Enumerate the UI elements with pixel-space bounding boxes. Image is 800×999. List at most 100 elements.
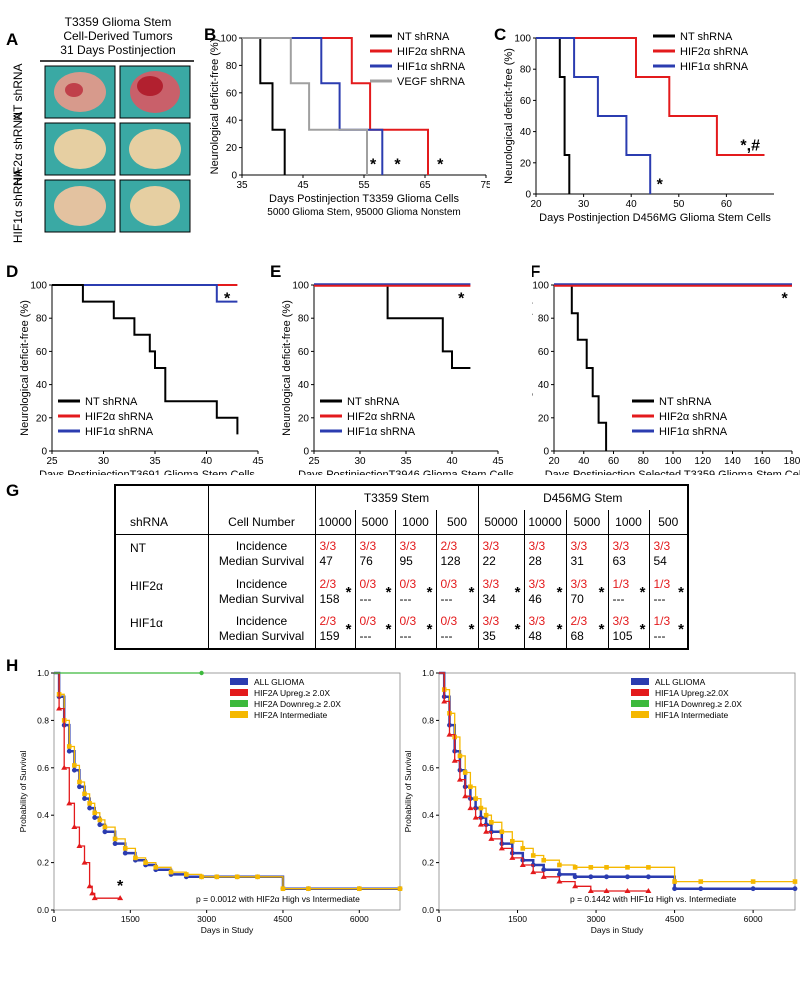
- panel-a-title-1: T3359 Glioma Stem: [65, 15, 172, 29]
- x-tick-label: 120: [694, 456, 711, 467]
- censor-mark: [117, 895, 124, 901]
- incidence-value: 3/3: [482, 539, 500, 553]
- table-cell: 3/3 47: [314, 534, 356, 573]
- censor-mark: [519, 861, 526, 867]
- table-cell: 3/3 76: [354, 534, 396, 573]
- legend-entry: HIF2α shRNA: [397, 46, 466, 58]
- table-cell: 1/3 --- *: [607, 572, 650, 611]
- x-tick-label: 0: [52, 914, 57, 924]
- censor-mark: [646, 874, 651, 880]
- panel-h-right: 0 1500 3000 4500 6000 0.0 0.2 0.4 0.6 0.8 1.0 Days …: [405, 668, 798, 935]
- y-tick-label: 100: [514, 34, 531, 45]
- median-survival-value: 63: [613, 554, 649, 569]
- censor-mark: [520, 846, 526, 851]
- panel-e: E 25 30 35 40 45 0 20 40 60 80 100 Days Postinjectio…: [270, 262, 514, 475]
- censor-mark: [71, 767, 77, 773]
- median-value: ---: [440, 629, 453, 644]
- x-tick-label: 1500: [121, 914, 140, 924]
- significance-star: *: [468, 621, 475, 639]
- x-tick-label: 50: [673, 199, 685, 210]
- table-cell: 3/3 34 *: [477, 572, 525, 611]
- incidence-value: 3/3: [482, 576, 500, 591]
- incidence-label: Incidence: [235, 614, 288, 629]
- panel-label-g: G: [6, 481, 19, 500]
- significance-star: *: [426, 583, 433, 601]
- y-axis-label: Neurological deficit-free (%): [19, 300, 31, 436]
- censor-mark: [750, 879, 756, 884]
- censor-mark: [509, 838, 515, 844]
- table-header-cell: 500: [648, 510, 689, 535]
- significance-star: *: [394, 157, 401, 174]
- table-row-labels: Incidence Median Survival: [207, 610, 316, 650]
- median-survival-value: 35 *: [483, 622, 524, 644]
- x-tick-label: 30: [578, 199, 590, 210]
- censor-mark: [457, 753, 463, 759]
- censor-mark: [792, 879, 798, 884]
- x-tick-label: 160: [754, 456, 771, 467]
- table-cell: 0/3 --- *: [394, 572, 437, 611]
- legend-entry: HIF1A Upreg.≥2.0X: [655, 688, 729, 698]
- y-tick-label: 20: [520, 158, 532, 169]
- median-survival-label: Median Survival: [218, 591, 305, 606]
- incidence-value: 0/3: [440, 576, 458, 591]
- series-line: [242, 37, 368, 175]
- censor-mark: [483, 812, 489, 818]
- x-tick-label: 30: [354, 456, 366, 467]
- table-row-name: HIF1α: [114, 610, 209, 650]
- y-tick-label: 0: [41, 447, 47, 458]
- median-survival-value: --- *: [654, 585, 688, 607]
- legend-swatch: [631, 689, 649, 696]
- incidence-value: 3/3: [653, 539, 671, 553]
- legend-entry: NT shRNA: [680, 31, 733, 43]
- legend-entry: HIF1A Downreg.≥ 2.0X: [655, 699, 742, 709]
- legend-entry: HIF2A Upreg.≥ 2.0X: [254, 688, 330, 698]
- y-tick-label: 0: [543, 447, 549, 458]
- censor-mark: [199, 670, 204, 676]
- censor-mark: [66, 748, 72, 754]
- x-tick-label: 40: [578, 456, 590, 467]
- median-survival-value: 76: [360, 554, 395, 569]
- x-tick-label: 45: [252, 456, 264, 467]
- censor-mark: [530, 853, 536, 858]
- panel-label-f: F: [532, 262, 540, 281]
- significance-star: *: [117, 878, 124, 895]
- panel-label-e: E: [270, 262, 281, 281]
- y-tick-label: 0.2: [422, 858, 434, 868]
- series-line: [314, 284, 471, 369]
- median-survival-value: 47: [320, 554, 355, 569]
- legend-swatch: [230, 689, 248, 696]
- brain-image: [54, 186, 106, 226]
- incidence-value: 3/3: [612, 614, 630, 629]
- table-row-name: HIF2α: [114, 572, 209, 611]
- table-header-cell: Cell Number: [207, 510, 316, 535]
- series-line: [536, 37, 652, 194]
- significance-star: *: [437, 157, 444, 174]
- median-value: 28: [528, 554, 542, 568]
- censor-mark: [306, 886, 311, 891]
- censor-mark: [82, 791, 87, 797]
- series-line: [439, 672, 795, 883]
- x-tick-label: 0: [437, 914, 442, 924]
- significance-star: *: [639, 583, 646, 601]
- table-row-labels: Incidence Median Survival: [207, 572, 316, 611]
- significance-star: *: [678, 621, 684, 639]
- censor-mark: [255, 874, 260, 880]
- incidence-value: 2/3: [440, 539, 458, 553]
- y-tick-label: 0.6: [37, 763, 49, 773]
- incidence-value: 3/3: [612, 539, 630, 553]
- median-survival-value: 48 *: [529, 622, 566, 644]
- table-cell: 2/3 128: [435, 534, 479, 573]
- x-tick-label: 3000: [587, 914, 606, 924]
- legend-entry: NT shRNA: [85, 396, 138, 408]
- median-value: 22: [482, 554, 496, 568]
- x-axis-label: Days Postinjection D456MG Glioma Stem Ce…: [539, 212, 771, 224]
- significance-star: *: [514, 583, 521, 601]
- series-line: [242, 37, 384, 175]
- censor-mark: [588, 865, 594, 870]
- censor-mark: [672, 879, 677, 884]
- legend-swatch: [230, 711, 248, 718]
- censor-mark: [77, 784, 82, 790]
- y-axis-label: Neurological deficit-free (%): [532, 300, 533, 436]
- y-tick-label: 100: [30, 281, 47, 292]
